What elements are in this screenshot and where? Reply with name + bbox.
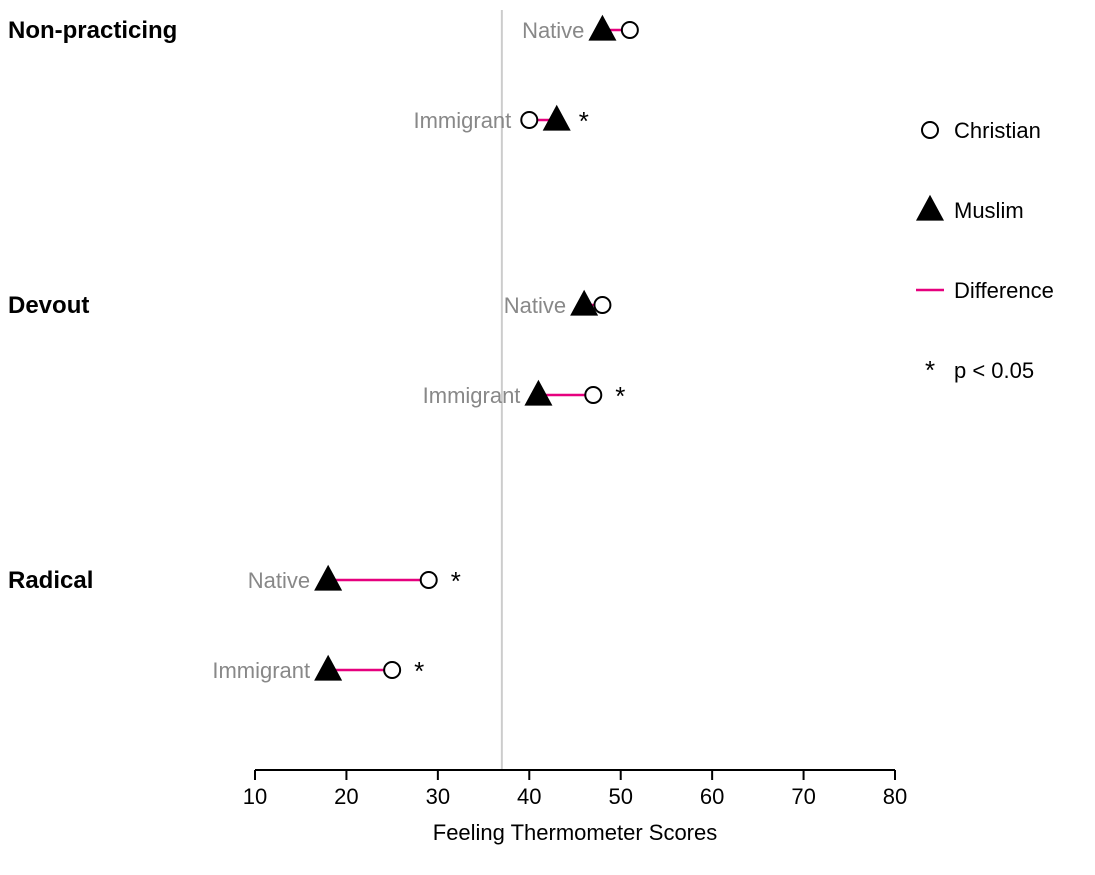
row-sublabel: Native <box>504 293 566 318</box>
group-label: Non-practicing <box>8 17 177 44</box>
x-tick-label: 40 <box>517 784 541 809</box>
row-sublabel: Immigrant <box>413 108 511 133</box>
row-sublabel: Immigrant <box>423 383 521 408</box>
thermometer-chart: Non-practicing Native Immigrant * Devout Nati… <box>0 0 1095 870</box>
christian-marker <box>384 662 400 678</box>
christian-marker <box>594 297 610 313</box>
legend-label: p < 0.05 <box>954 358 1034 383</box>
legend-star-icon: * <box>925 355 935 385</box>
x-tick-label: 70 <box>791 784 815 809</box>
christian-marker <box>521 112 537 128</box>
x-tick-label: 80 <box>883 784 907 809</box>
significance-star: * <box>615 381 625 411</box>
significance-star: * <box>414 656 424 686</box>
legend-label: Christian <box>954 118 1041 143</box>
muslim-marker <box>571 291 597 315</box>
muslim-marker <box>544 106 570 130</box>
christian-marker <box>622 22 638 38</box>
group-label: Devout <box>8 292 89 319</box>
x-tick-label: 60 <box>700 784 724 809</box>
x-tick-label: 20 <box>334 784 358 809</box>
legend-label: Muslim <box>954 198 1024 223</box>
christian-marker <box>585 387 601 403</box>
row-sublabel: Native <box>248 568 310 593</box>
christian-marker <box>421 572 437 588</box>
muslim-marker <box>590 16 616 40</box>
x-tick-label: 50 <box>608 784 632 809</box>
muslim-marker <box>315 566 341 590</box>
muslim-marker <box>526 381 552 405</box>
legend-label: Difference <box>954 278 1054 303</box>
row-sublabel: Immigrant <box>212 658 310 683</box>
group-label: Radical <box>8 567 93 594</box>
significance-star: * <box>451 566 461 596</box>
x-tick-label: 10 <box>243 784 267 809</box>
legend-triangle-icon <box>917 196 943 220</box>
legend-circle-icon <box>922 122 938 138</box>
x-tick-label: 30 <box>426 784 450 809</box>
significance-star: * <box>579 106 589 136</box>
muslim-marker <box>315 656 341 680</box>
row-sublabel: Native <box>522 18 584 43</box>
x-axis-label: Feeling Thermometer Scores <box>433 820 718 845</box>
